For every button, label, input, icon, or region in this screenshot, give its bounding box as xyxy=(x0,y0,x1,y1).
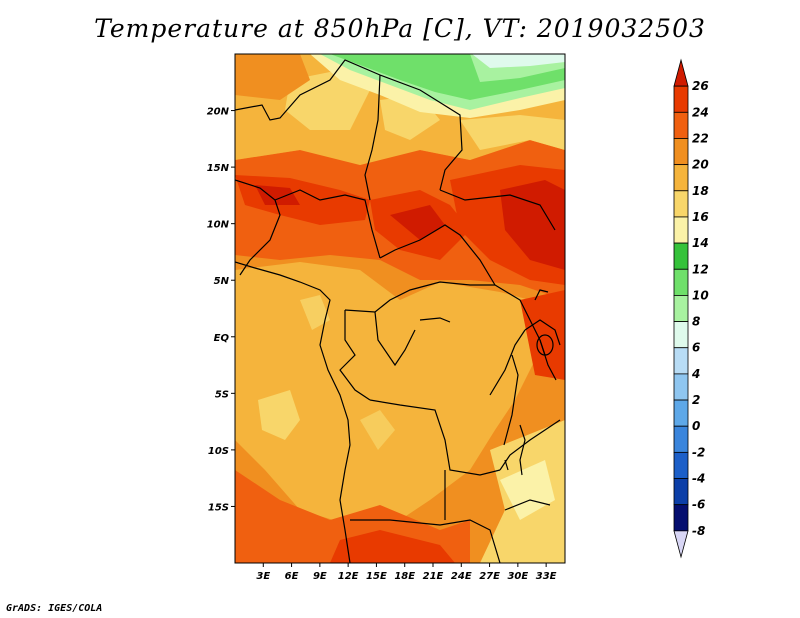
colorbar-label: -8 xyxy=(692,524,705,538)
lat-tick-label: EQ xyxy=(214,333,230,344)
lon-tick-label: 3E xyxy=(256,571,270,582)
coastlines xyxy=(235,261,351,563)
lakes xyxy=(419,289,554,476)
lat-tick-label: 10S xyxy=(208,446,229,457)
colorbar-swatch xyxy=(673,347,689,375)
colorbar-label: 2 xyxy=(692,393,700,407)
lon-tick-label: 21E xyxy=(423,571,444,582)
colorbar-swatch xyxy=(673,111,689,139)
lon-tick-label: 30E xyxy=(507,571,528,582)
colorbar-label: -6 xyxy=(692,498,705,512)
lon-tick-label: 15E xyxy=(366,571,387,582)
colorbar-label: 0 xyxy=(692,419,700,433)
lat-tick-label: 10N xyxy=(207,220,230,231)
colorbar-label: 4 xyxy=(691,367,700,381)
country-borders xyxy=(235,59,561,563)
lat-tick-label: 5N xyxy=(214,276,230,287)
colorbar-swatch xyxy=(673,58,689,87)
colorbar-swatch xyxy=(673,242,689,270)
lon-tick-label: 24E xyxy=(451,571,472,582)
lon-tick-label: 27E xyxy=(479,571,500,582)
lon-tick-label: 9E xyxy=(313,571,327,582)
colorbar-label: 14 xyxy=(692,236,709,250)
map-frame xyxy=(234,53,566,564)
colorbar-label: -2 xyxy=(692,445,705,459)
colorbar-label: 12 xyxy=(692,262,709,276)
colorbar-swatch xyxy=(673,425,689,453)
lon-tick-label: 6E xyxy=(285,571,299,582)
colorbar-swatch xyxy=(673,530,689,559)
colorbar-label: 10 xyxy=(692,288,709,302)
colorbar-label: 26 xyxy=(692,79,709,93)
colorbar-swatch xyxy=(673,138,689,166)
colorbar-label: 22 xyxy=(692,131,709,145)
lat-tick-label: 15N xyxy=(207,163,230,174)
lon-tick-label: 12E xyxy=(338,571,359,582)
temperature-field xyxy=(235,54,565,563)
colorbar-swatch xyxy=(673,504,689,532)
colorbar-label: -4 xyxy=(692,472,705,486)
credit-text: GrADS: IGES/COLA xyxy=(6,603,103,614)
colorbar-swatch xyxy=(673,216,689,244)
lat-tick-label: 20N xyxy=(207,107,230,118)
colorbar-swatch xyxy=(673,190,689,218)
colorbar-label: 24 xyxy=(692,105,709,119)
lat-tick-label: 15S xyxy=(208,502,229,513)
colorbar-swatch xyxy=(673,478,689,506)
latitude-axis: 20N 15N 10N 5N EQ 5S 10S 15S xyxy=(207,107,235,513)
lat-tick-label: 5S xyxy=(215,389,229,400)
colorbar-swatch xyxy=(673,321,689,349)
colorbar-swatch xyxy=(673,373,689,401)
colorbar-label: 8 xyxy=(692,315,700,329)
colorbar-swatch xyxy=(673,295,689,322)
colorbar-swatch xyxy=(673,85,689,113)
longitude-axis: 3E 6E 9E 12E 15E 18E 21E 24E 27E 30E 33E xyxy=(256,563,557,582)
colorbar-swatch xyxy=(673,164,689,192)
map-title: Temperature at 850hPa [C], VT: 201903250… xyxy=(94,14,706,43)
colorbar-swatch xyxy=(673,268,689,296)
colorbar-swatch xyxy=(673,451,689,479)
colorbar-label: 18 xyxy=(692,184,709,198)
lon-tick-label: 18E xyxy=(394,571,415,582)
colorbar-label: 16 xyxy=(692,210,709,224)
colorbar-swatch xyxy=(673,399,689,427)
lon-tick-label: 33E xyxy=(536,571,557,582)
colorbar-label: 20 xyxy=(692,158,709,172)
colorbar-label: 6 xyxy=(692,341,700,355)
